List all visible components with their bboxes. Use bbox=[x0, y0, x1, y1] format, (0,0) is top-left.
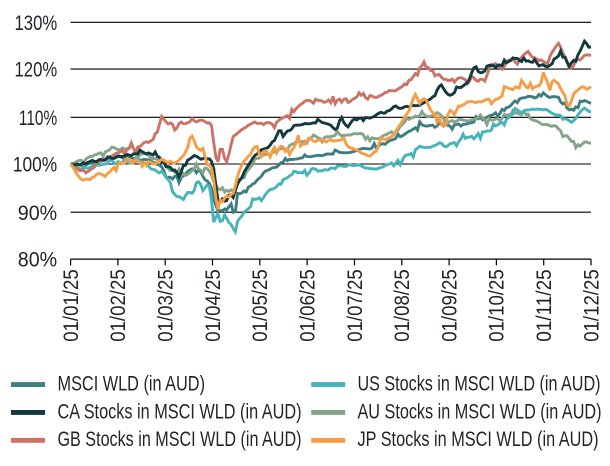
svg-text:JP Stocks in MSCI WLD (in AUD): JP Stocks in MSCI WLD (in AUD) bbox=[358, 428, 599, 451]
svg-text:01/09/25: 01/09/25 bbox=[437, 269, 461, 342]
svg-text:AU Stocks in MSCI WLD (in AUD): AU Stocks in MSCI WLD (in AUD) bbox=[358, 400, 602, 423]
svg-text:120%: 120% bbox=[15, 58, 58, 82]
svg-text:100%: 100% bbox=[13, 153, 57, 177]
svg-text:MSCI WLD (in AUD): MSCI WLD (in AUD) bbox=[58, 372, 206, 395]
svg-text:01/08/25: 01/08/25 bbox=[390, 269, 414, 342]
svg-text:CA Stocks in MSCI WLD (in AUD): CA Stocks in MSCI WLD (in AUD) bbox=[58, 400, 302, 423]
svg-text:01/06/25: 01/06/25 bbox=[295, 269, 319, 342]
svg-text:90%: 90% bbox=[18, 201, 57, 225]
svg-text:01/04/25: 01/04/25 bbox=[201, 269, 225, 342]
svg-text:01/03/25: 01/03/25 bbox=[154, 269, 178, 342]
svg-text:01/05/25: 01/05/25 bbox=[248, 269, 272, 342]
svg-text:US Stocks in MSCI WLD (in AUD): US Stocks in MSCI WLD (in AUD) bbox=[358, 372, 601, 395]
svg-text:130%: 130% bbox=[15, 11, 58, 35]
svg-text:80%: 80% bbox=[18, 248, 57, 272]
svg-text:01/10/25: 01/10/25 bbox=[485, 269, 509, 342]
svg-text:01/11/25: 01/11/25 bbox=[532, 269, 556, 342]
svg-text:01/12/25: 01/12/25 bbox=[579, 269, 603, 342]
svg-text:110%: 110% bbox=[19, 106, 57, 130]
svg-text:01/07/25: 01/07/25 bbox=[343, 269, 367, 342]
svg-text:01/02/25: 01/02/25 bbox=[106, 269, 130, 342]
svg-text:01/01/25: 01/01/25 bbox=[59, 269, 83, 342]
svg-text:GB Stocks in MSCI WLD (in AUD): GB Stocks in MSCI WLD (in AUD) bbox=[58, 428, 302, 451]
